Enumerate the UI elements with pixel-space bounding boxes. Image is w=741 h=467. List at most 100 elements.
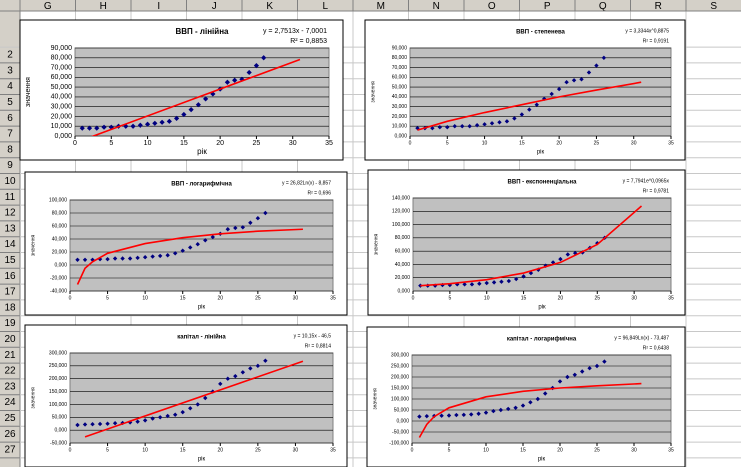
r-squared: R² = 0,9191 xyxy=(643,38,669,44)
data-point xyxy=(255,216,261,221)
y-tick-label: -100,000 xyxy=(389,440,409,446)
row-header: 16 xyxy=(4,271,16,282)
row-header: 13 xyxy=(4,223,16,234)
data-point xyxy=(240,225,246,230)
y-tick-label: 0,000 xyxy=(397,288,410,294)
x-tick-label: 30 xyxy=(289,140,297,147)
data-point xyxy=(180,409,185,415)
x-tick-label: 5 xyxy=(106,295,109,301)
data-point xyxy=(165,253,170,258)
r-squared: R² = 0,6438 xyxy=(643,345,669,351)
data-point xyxy=(528,400,533,405)
row-header: 22 xyxy=(4,366,16,377)
plot-area xyxy=(69,352,334,444)
x-tick-label: 0 xyxy=(411,447,414,453)
x-axis-label: рік xyxy=(198,305,206,311)
trend-line xyxy=(418,382,642,438)
y-tick-label: 60,000 xyxy=(51,74,73,81)
data-point xyxy=(97,421,103,427)
x-tick-label: 15 xyxy=(519,140,525,146)
data-point xyxy=(439,413,444,418)
data-point xyxy=(417,414,422,419)
chart-title: капітал - логарифмічна xyxy=(507,336,577,343)
chart: ВВП - лінійна y = 2,7513x - 7,0001 R² = 0,… xyxy=(19,19,344,161)
r-squared: R² = 0,8814 xyxy=(305,343,331,349)
data-point xyxy=(101,124,107,130)
data-point xyxy=(173,251,178,256)
y-tick-label: 40,000 xyxy=(392,94,408,100)
data-point xyxy=(506,278,512,284)
data-point xyxy=(195,242,200,247)
row-header: 26 xyxy=(4,429,16,440)
y-tick-label: -50,000 xyxy=(392,429,409,435)
data-point xyxy=(225,227,230,232)
data-point xyxy=(135,419,140,424)
x-tick-label: 30 xyxy=(631,140,637,146)
data-point xyxy=(454,412,459,418)
y-tick-label: -40,000 xyxy=(50,288,67,294)
data-point xyxy=(424,413,429,419)
y-axis-label: значення xyxy=(30,235,36,257)
data-point xyxy=(557,379,563,384)
x-tick-label: 30 xyxy=(293,295,299,301)
x-tick-label: 20 xyxy=(218,447,224,453)
data-point xyxy=(248,366,253,371)
row-header: 3 xyxy=(7,65,13,76)
x-tick-label: 15 xyxy=(180,447,186,453)
data-point xyxy=(130,123,136,129)
y-tick-label: 20,000 xyxy=(51,113,73,120)
y-tick-label: 80,000 xyxy=(392,55,408,61)
x-tick-label: 10 xyxy=(483,447,489,453)
data-point xyxy=(157,415,163,420)
y-tick-label: 250,000 xyxy=(391,363,409,369)
data-point xyxy=(460,124,465,129)
y-tick-label: 100,000 xyxy=(49,402,67,408)
y-tick-label: 100,000 xyxy=(49,197,67,203)
y-tick-label: 200,000 xyxy=(49,376,67,382)
row-header: 14 xyxy=(4,239,16,250)
x-tick-label: 35 xyxy=(668,447,674,453)
y-axis-label: значення xyxy=(370,81,376,103)
x-tick-label: 30 xyxy=(293,447,299,453)
data-point xyxy=(82,422,88,427)
data-point xyxy=(542,96,547,102)
y-tick-label: 80,000 xyxy=(52,210,68,216)
data-point xyxy=(430,125,435,131)
column-header: K xyxy=(266,1,273,12)
data-point xyxy=(437,125,443,130)
y-tick-label: 80,000 xyxy=(51,55,73,62)
data-point xyxy=(144,121,151,127)
x-tick-label: 25 xyxy=(255,295,261,301)
trend-line xyxy=(84,360,304,438)
data-point xyxy=(82,257,88,262)
data-point xyxy=(452,124,457,129)
data-point xyxy=(180,248,185,253)
x-tick-label: 15 xyxy=(180,140,188,147)
data-point xyxy=(477,281,482,286)
plot-area xyxy=(69,199,334,292)
data-point xyxy=(504,119,510,124)
y-tick-label: 150,000 xyxy=(391,385,409,391)
x-tick-label: 20 xyxy=(218,295,224,301)
data-point xyxy=(595,240,600,246)
data-point xyxy=(233,225,238,231)
data-point xyxy=(142,255,148,260)
data-point xyxy=(572,250,578,256)
trend-line xyxy=(417,81,642,131)
y-tick-label: 30,000 xyxy=(392,104,408,110)
data-point xyxy=(94,125,100,131)
trend-equation: y = 3,3344x^0,8875 xyxy=(625,28,669,34)
chart: капітал - лінійна y = 10,15x - 46,5 R² = 0… xyxy=(24,324,348,467)
trend-equation: y = 10,15x - 46,5 xyxy=(294,333,332,339)
row-header: 27 xyxy=(4,445,16,456)
y-tick-label: 200,000 xyxy=(391,374,409,380)
data-point xyxy=(579,77,584,82)
column-header: O xyxy=(488,1,496,12)
data-point xyxy=(246,69,252,76)
y-tick-label: 40,000 xyxy=(51,94,73,101)
y-tick-label: 20,000 xyxy=(52,249,68,255)
data-point xyxy=(513,405,518,410)
x-tick-label: 20 xyxy=(556,140,562,146)
x-tick-label: 20 xyxy=(558,295,564,301)
y-tick-label: 0,000 xyxy=(54,133,72,140)
